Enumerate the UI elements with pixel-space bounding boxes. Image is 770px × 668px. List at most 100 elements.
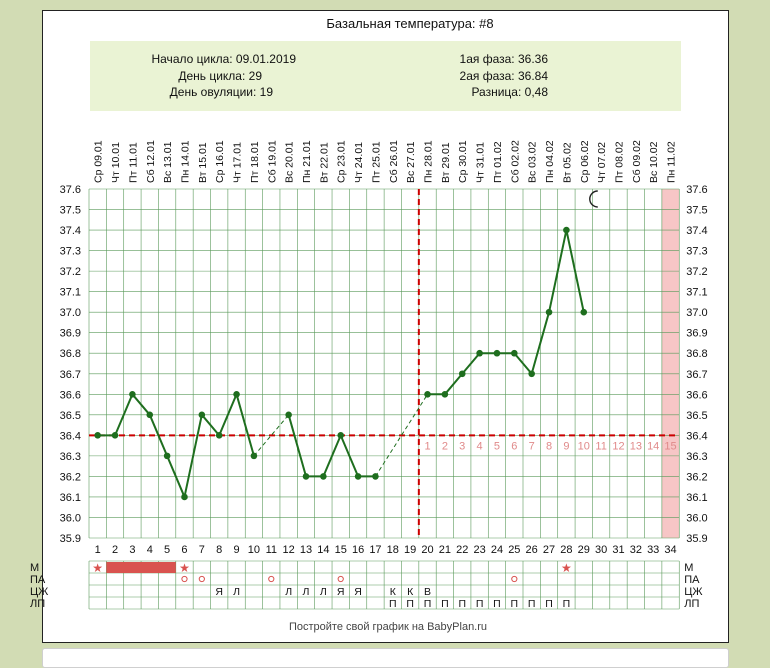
pa-circle [337, 575, 344, 583]
day-number: 31 [612, 544, 624, 556]
y-tick-left: 37.1 [60, 287, 81, 299]
phase-day-number: 4 [477, 440, 483, 452]
phase-day-number: 12 [612, 440, 624, 452]
day-number: 5 [164, 544, 170, 556]
temp-gap-segment [253, 414, 290, 457]
y-tick-right: 35.9 [686, 533, 707, 545]
y-tick-right: 37.3 [686, 246, 707, 258]
temp-segment [114, 393, 134, 436]
period-bar [106, 562, 176, 573]
phase-day-number: 14 [647, 440, 659, 452]
phase-day-number: 15 [664, 440, 676, 452]
lp-mark: П [389, 598, 397, 610]
date-label: Ср 30.01 [457, 140, 469, 183]
temp-point [528, 370, 535, 378]
pa-circle [268, 575, 275, 583]
date-label: Вс 13.01 [162, 141, 174, 183]
date-label: Вс 27.01 [405, 141, 417, 183]
phase-day-number: 6 [511, 440, 517, 452]
temp-difference: Разница: 0,48 [471, 85, 548, 99]
temp-segment [513, 352, 533, 375]
phase-day-number: 8 [546, 440, 552, 452]
m-star: ★ [561, 561, 572, 575]
phase-day-number: 3 [459, 440, 465, 452]
temp-segment [461, 352, 481, 375]
day-number: 26 [526, 544, 538, 556]
lp-mark: П [406, 598, 414, 610]
lp-mark: П [563, 598, 571, 610]
phase-day-number: 10 [578, 440, 590, 452]
temp-point [458, 370, 466, 378]
y-tick-left: 36.8 [60, 348, 81, 360]
y-tick-right: 36.8 [686, 348, 707, 360]
day-number: 19 [404, 544, 416, 556]
cz-mark: Л [233, 586, 240, 598]
date-label: Пт 11.01 [127, 142, 139, 183]
phase-day-number: 2 [442, 440, 448, 452]
date-label: Пт 25.01 [370, 141, 382, 183]
date-label: Чт 10.01 [110, 142, 122, 183]
phase-day-number: 5 [494, 440, 500, 452]
date-label: Сб 09.02 [631, 140, 643, 183]
y-tick-right: 37.6 [686, 184, 707, 196]
date-label: Чт 31.01 [475, 142, 487, 183]
day-number: 14 [317, 544, 329, 556]
day-number: 18 [387, 544, 399, 556]
date-label: Пт 01.02 [492, 141, 504, 183]
date-label: Пт 18.01 [249, 141, 261, 183]
m-star: ★ [92, 561, 103, 575]
date-label: Ср 16.01 [214, 140, 226, 183]
y-tick-right: 36.3 [686, 451, 707, 463]
day-number: 4 [147, 544, 153, 556]
day-number: 34 [664, 544, 676, 556]
temp-segment [166, 455, 186, 498]
temp-point [493, 349, 501, 357]
day-number: 23 [473, 544, 485, 556]
temp-point [441, 390, 449, 398]
day-number: 24 [491, 544, 503, 556]
date-label: Сб 02.02 [509, 140, 521, 183]
y-tick-right: 36.6 [686, 389, 707, 401]
temp-point [302, 473, 310, 480]
phase2-temp: 2ая фаза: 36.84 [460, 69, 549, 83]
cz-mark: Л [320, 586, 327, 598]
crescent-moon-icon [589, 190, 598, 208]
y-tick-left: 36.0 [60, 512, 81, 524]
y-tick-right: 37.5 [686, 205, 707, 217]
phase-day-number: 7 [529, 440, 535, 452]
y-tick-left: 37.0 [60, 307, 81, 319]
day-number: 3 [129, 544, 135, 556]
row-label-right: ПА [684, 574, 700, 586]
day-number: 25 [508, 544, 520, 556]
temp-segment [131, 393, 151, 416]
phase-day-number: 1 [424, 440, 430, 452]
day-number: 17 [369, 544, 381, 556]
cycle-day: День цикла: 29 [178, 69, 262, 83]
temp-point [354, 473, 362, 480]
row-label-left: ЦЖ [30, 586, 48, 598]
summary-box [90, 41, 681, 111]
temp-point [146, 411, 154, 419]
m-star: ★ [179, 561, 190, 575]
lp-mark: П [458, 598, 466, 610]
temp-point [233, 390, 240, 398]
date-label: Ср 06.02 [579, 140, 591, 183]
y-tick-left: 36.1 [60, 492, 81, 504]
date-label: Вс 03.02 [527, 141, 539, 183]
day-number: 22 [456, 544, 468, 556]
date-label: Вс 20.01 [284, 141, 296, 183]
row-label-right: М [684, 562, 693, 574]
date-label: Пн 11.02 [666, 141, 678, 183]
y-tick-left: 37.4 [60, 225, 81, 237]
temp-point [320, 473, 327, 480]
y-tick-right: 36.9 [686, 328, 707, 340]
cz-mark: К [390, 586, 397, 598]
day-number: 28 [560, 544, 572, 556]
row-label-left: ЛП [30, 598, 45, 610]
temp-segment [183, 414, 203, 498]
temp-segment [548, 229, 568, 313]
date-label: Вт 05.02 [561, 142, 573, 183]
row-label-left: М [30, 562, 39, 574]
date-label: Пн 21.01 [301, 140, 313, 183]
